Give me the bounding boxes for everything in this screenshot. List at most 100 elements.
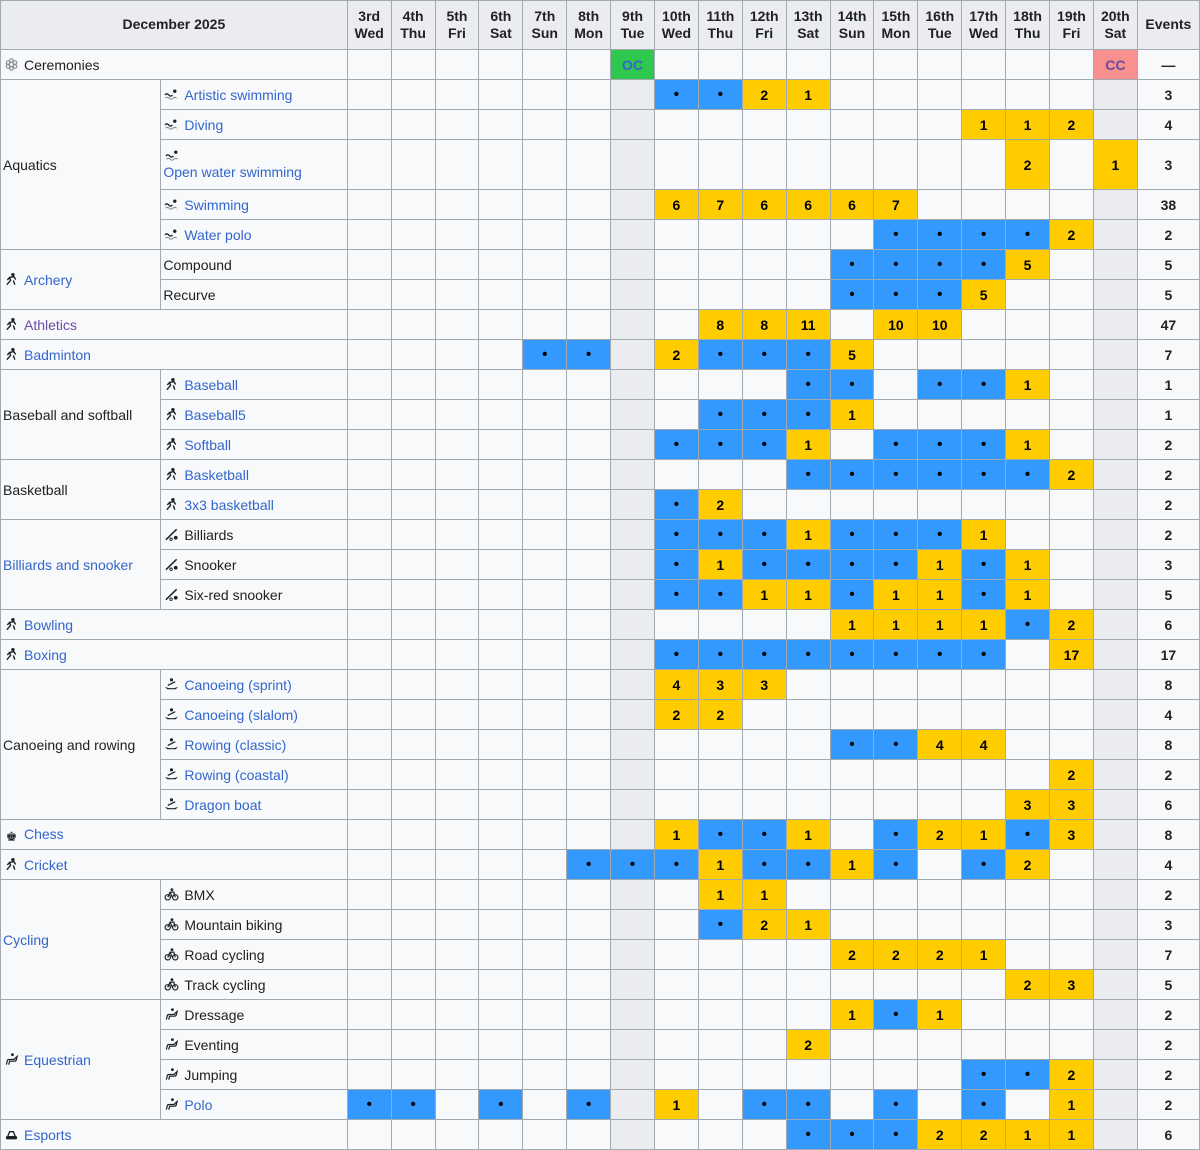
events-count-dressage: 2 — [1136, 999, 1200, 1030]
cell-cricket-15th: • — [873, 849, 919, 880]
cell-eventing-6th — [478, 1029, 524, 1060]
cell-canoeing-slalom-15th — [873, 699, 919, 730]
open-water-swimming-icon — [164, 148, 181, 163]
events-count-eventing: 2 — [1136, 1029, 1200, 1060]
cell-3x3-basketball-11th: 2 — [697, 489, 743, 520]
sport-link-rowing-classic[interactable]: Rowing (classic) — [184, 736, 287, 753]
sport-link-baseball5[interactable]: Baseball5 — [184, 406, 246, 423]
competition-day-dot: • — [981, 646, 987, 663]
competition-day-dot: • — [893, 436, 899, 453]
sport-link-dragon-boat[interactable]: Dragon boat — [184, 796, 262, 813]
cell-rowing-classic-5th — [434, 729, 480, 760]
gold-medal-count: 1 — [1023, 586, 1032, 603]
sport-link-esports[interactable]: Esports — [24, 1126, 72, 1143]
sport-group-link-cycling[interactable]: Cycling — [3, 931, 49, 948]
competition-day-dot: • — [849, 376, 855, 393]
sport-link-bowling[interactable]: Bowling — [24, 616, 74, 633]
cell-rowing-coastal-18th — [1005, 759, 1050, 790]
column-header-day-17: 17th Wed — [961, 0, 1007, 50]
cell-3x3-basketball-14th — [829, 489, 875, 520]
cell-diving-16th — [917, 109, 963, 140]
sport-link-chess[interactable]: Chess — [24, 826, 64, 842]
cell-diving-4th — [390, 109, 436, 140]
sport-link-canoeing-slalom[interactable]: Canoeing (slalom) — [184, 706, 298, 723]
sport-link-polo[interactable]: Polo — [184, 1096, 213, 1113]
cell-badminton-17th — [961, 339, 1007, 370]
sport-group-link-archery[interactable]: Archery — [24, 271, 73, 288]
sport-link-cricket[interactable]: Cricket — [24, 856, 68, 873]
row-label-road-cycling: Road cycling — [160, 939, 348, 970]
day-of-week: Wed — [661, 25, 692, 41]
cell-track-cycling-17th — [961, 969, 1007, 1000]
cell-six-red-snooker-13th: 1 — [785, 579, 831, 610]
cell-bowling-12th — [741, 609, 787, 640]
row-label-badminton: Badminton — [0, 339, 348, 370]
sport-link-badminton[interactable]: Badminton — [24, 346, 91, 363]
sport-link-baseball[interactable]: Baseball — [184, 376, 239, 393]
sport-link-open-water-swimming[interactable]: Open water swimming — [163, 163, 302, 180]
cell-athletics-15th: 10 — [873, 309, 919, 340]
cell-ceremonies-14th — [829, 49, 875, 80]
sport-link-athletics[interactable]: Athletics — [24, 316, 77, 333]
cell-rowing-classic-14th: • — [829, 729, 875, 760]
cell-compound-11th — [697, 249, 743, 280]
row-label-ceremonies: Ceremonies — [0, 49, 348, 80]
day-number: 12th — [749, 7, 779, 24]
events-count-open-water-swimming: 3 — [1136, 139, 1200, 190]
day-number: 9th — [622, 7, 644, 24]
cell-dragon-boat-13th — [785, 789, 831, 820]
gold-medal-count: 6 — [760, 196, 769, 213]
cell-dressage-20th — [1092, 999, 1138, 1030]
cell-track-cycling-4th — [390, 969, 436, 1000]
cell-billiards-10th: • — [653, 519, 699, 550]
gold-medal-count: 1 — [1067, 1126, 1076, 1143]
cell-six-red-snooker-14th: • — [829, 579, 875, 610]
cell-track-cycling-14th — [829, 969, 875, 1000]
sport-link-boxing[interactable]: Boxing — [24, 646, 67, 663]
cell-track-cycling-9th — [610, 969, 655, 1000]
cell-road-cycling-17th: 1 — [961, 939, 1007, 970]
sport-group-link-equestrian[interactable]: Equestrian — [24, 1051, 91, 1068]
schedule-row-water-polo: Water polo • • • • 2 2 — [1, 219, 1200, 250]
cell-baseball5-17th — [961, 399, 1007, 430]
schedule-row-boxing: Boxing • • • • • • • • 17 17 — [0, 639, 1200, 670]
cell-swimming-3rd — [346, 189, 392, 220]
cell-bowling-4th — [390, 609, 436, 640]
schedule-row-3x3-basketball: 3x3 basketball • 2 2 — [1, 489, 1200, 520]
cell-water-polo-16th: • — [917, 219, 963, 250]
sport-link-diving[interactable]: Diving — [184, 116, 224, 133]
cell-open-water-swimming-11th — [697, 139, 743, 190]
cell-track-cycling-3rd — [346, 969, 392, 1000]
cell-water-polo-12th — [741, 219, 787, 250]
gold-medal-count: 4 — [979, 736, 988, 753]
sport-link-artistic-swimming[interactable]: Artistic swimming — [184, 86, 293, 103]
sport-link-3x3-basketball[interactable]: 3x3 basketball — [184, 496, 274, 513]
competition-day-dot: • — [761, 406, 767, 423]
sport-link-canoeing-sprint[interactable]: Canoeing (sprint) — [184, 676, 292, 693]
cell-eventing-7th — [522, 1029, 568, 1060]
cell-badminton-16th — [917, 339, 963, 370]
cell-chess-4th — [390, 819, 436, 850]
cell-boxing-14th: • — [829, 639, 875, 670]
sport-link-rowing-coastal[interactable]: Rowing (coastal) — [184, 766, 289, 783]
gold-medal-count: 1 — [716, 856, 725, 873]
sport-link-swimming[interactable]: Swimming — [184, 196, 249, 213]
cell-esports-12th — [741, 1119, 787, 1150]
cell-basketball-17th: • — [961, 459, 1007, 490]
events-count-basketball: 2 — [1136, 459, 1200, 490]
cell-open-water-swimming-13th — [785, 139, 831, 190]
cell-ceremonies-8th — [566, 49, 612, 80]
cell-compound-15th: • — [873, 249, 919, 280]
cell-baseball-4th — [390, 369, 436, 400]
sport-link-water-polo[interactable]: Water polo — [184, 226, 252, 243]
gold-medal-count: 1 — [804, 86, 812, 103]
closing-ceremony-link[interactable]: CC — [1105, 56, 1126, 73]
competition-day-dot: • — [893, 556, 899, 573]
cell-rowing-classic-18th — [1005, 729, 1050, 760]
sport-link-basketball[interactable]: Basketball — [184, 466, 249, 483]
sport-group-link-billiards-and-snooker[interactable]: Billiards and snooker — [3, 556, 133, 573]
cell-dressage-10th — [653, 999, 699, 1030]
opening-ceremony-link[interactable]: OC — [622, 56, 644, 73]
sport-link-softball[interactable]: Softball — [184, 436, 232, 453]
cell-polo-10th: 1 — [653, 1089, 699, 1120]
